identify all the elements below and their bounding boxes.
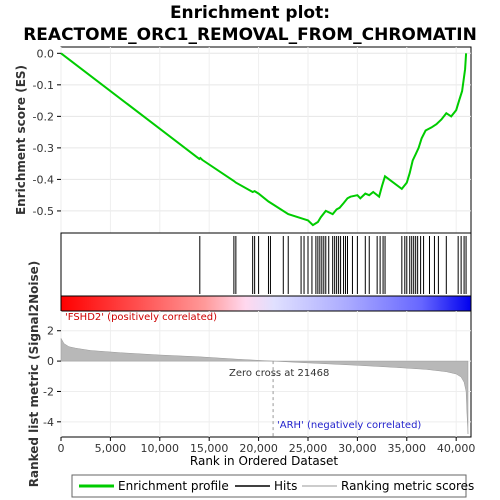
zero-cross-annotation: Zero cross at 21468 xyxy=(229,368,329,379)
es-tick-label: -0.5 xyxy=(33,205,54,218)
x-tick-label: 25,000 xyxy=(289,442,328,455)
metric-tick-label: 2 xyxy=(47,325,54,338)
es-y-axis-label: Enrichment score (ES) xyxy=(14,65,28,215)
x-tick-label: 20,000 xyxy=(239,442,278,455)
x-tick-label: 10,000 xyxy=(141,442,180,455)
enrichment-profile-line xyxy=(60,52,468,227)
legend-metric-label: Ranking metric scores xyxy=(341,479,474,493)
x-tick-label: 30,000 xyxy=(338,442,377,455)
metric-y-ticks: 2 0 -2 -4 xyxy=(43,325,61,429)
ranking-metric-area xyxy=(60,337,469,435)
chart-title-line1: Enrichment plot: xyxy=(170,3,330,23)
legend-hits-label: Hits xyxy=(274,479,297,493)
es-tick-label: -0.3 xyxy=(33,142,54,155)
legend-enrichment-label: Enrichment profile xyxy=(118,479,229,493)
metric-tick-label: 0 xyxy=(47,355,54,368)
metric-y-axis-label: Ranked list metric (Signal2Noise) xyxy=(27,261,41,488)
es-y-ticks: 0.0 -0.1 -0.2 -0.3 -0.4 -0.5 xyxy=(33,47,61,218)
x-tick-label: 35,000 xyxy=(388,442,427,455)
es-tick-label: 0.0 xyxy=(37,47,55,60)
es-tick-label: -0.4 xyxy=(33,173,54,186)
ranking-heat-bar xyxy=(60,295,472,312)
es-panel-frame xyxy=(60,46,472,234)
chart-title-line2: REACTOME_ORC1_REMOVAL_FROM_CHROMATIN xyxy=(23,25,477,45)
es-tick-label: -0.2 xyxy=(33,110,54,123)
es-tick-label: -0.1 xyxy=(33,79,54,92)
x-axis-label: Rank in Ordered Dataset xyxy=(190,454,338,468)
negative-annotation: 'ARH' (negatively correlated) xyxy=(277,420,421,431)
metric-tick-label: -4 xyxy=(43,416,54,429)
x-tick-label: 5,000 xyxy=(95,442,127,455)
positive-annotation: 'FSHD2' (positively correlated) xyxy=(65,312,217,323)
metric-panel-frame xyxy=(60,310,472,438)
x-tick-label: 15,000 xyxy=(190,442,229,455)
x-tick-label: 0 xyxy=(58,442,65,455)
x-axis-ticks: 0 5,000 10,000 15,000 20,000 25,000 30,000 35,0… xyxy=(58,437,476,455)
x-tick-label: 40,000 xyxy=(437,442,476,455)
es-gridlines xyxy=(60,47,471,233)
hit-markers xyxy=(199,236,467,294)
metric-tick-label: -2 xyxy=(43,385,54,398)
